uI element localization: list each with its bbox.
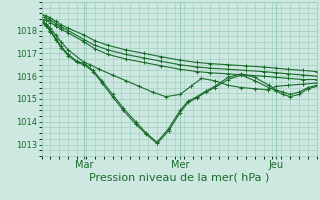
X-axis label: Pression niveau de la mer( hPa ): Pression niveau de la mer( hPa ) — [89, 173, 269, 183]
